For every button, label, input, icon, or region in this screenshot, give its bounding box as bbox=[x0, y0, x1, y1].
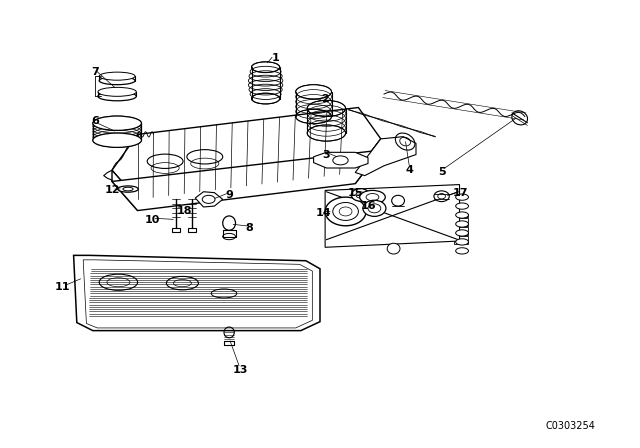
Polygon shape bbox=[355, 137, 416, 176]
Text: C0303254: C0303254 bbox=[545, 421, 595, 431]
Ellipse shape bbox=[456, 248, 468, 254]
Text: 16: 16 bbox=[360, 201, 376, 211]
Ellipse shape bbox=[93, 116, 141, 130]
Bar bbox=[454, 227, 468, 231]
Polygon shape bbox=[112, 108, 381, 199]
Ellipse shape bbox=[456, 212, 468, 218]
Bar bbox=[138, 279, 163, 287]
Bar bbox=[170, 131, 181, 137]
Bar bbox=[198, 281, 216, 288]
Text: 10: 10 bbox=[145, 215, 160, 224]
Text: 7: 7 bbox=[91, 67, 99, 77]
Ellipse shape bbox=[387, 243, 400, 254]
Text: 13: 13 bbox=[232, 365, 248, 375]
Text: 2: 2 bbox=[321, 94, 329, 103]
Text: 9: 9 bbox=[225, 190, 233, 200]
Ellipse shape bbox=[456, 203, 468, 209]
Text: 15: 15 bbox=[348, 188, 363, 198]
Ellipse shape bbox=[118, 186, 138, 192]
Text: 12: 12 bbox=[104, 185, 120, 195]
Polygon shape bbox=[195, 192, 223, 207]
Ellipse shape bbox=[456, 194, 468, 200]
Ellipse shape bbox=[98, 87, 136, 96]
Text: 4: 4 bbox=[406, 165, 413, 175]
Polygon shape bbox=[112, 170, 138, 211]
Polygon shape bbox=[355, 139, 381, 184]
Ellipse shape bbox=[93, 133, 141, 147]
Ellipse shape bbox=[99, 77, 135, 85]
Text: 5: 5 bbox=[438, 168, 445, 177]
Bar bbox=[454, 241, 468, 244]
Bar bbox=[454, 214, 468, 217]
Ellipse shape bbox=[351, 189, 369, 201]
Polygon shape bbox=[112, 150, 381, 211]
Ellipse shape bbox=[363, 200, 386, 216]
Bar bbox=[454, 218, 468, 222]
Text: 11: 11 bbox=[55, 282, 70, 292]
Ellipse shape bbox=[392, 195, 404, 206]
Text: 18: 18 bbox=[177, 206, 192, 215]
Bar bbox=[454, 236, 468, 240]
Text: 3: 3 bbox=[323, 150, 330, 159]
Bar bbox=[454, 232, 468, 235]
Ellipse shape bbox=[456, 230, 468, 236]
Ellipse shape bbox=[99, 72, 135, 80]
Bar bbox=[188, 228, 196, 232]
Ellipse shape bbox=[434, 191, 449, 202]
Text: 1: 1 bbox=[271, 53, 279, 63]
Ellipse shape bbox=[456, 239, 468, 245]
Bar bbox=[211, 129, 223, 134]
Ellipse shape bbox=[456, 221, 468, 227]
Polygon shape bbox=[74, 255, 320, 331]
Ellipse shape bbox=[360, 190, 385, 204]
Text: 17: 17 bbox=[453, 188, 468, 198]
Polygon shape bbox=[314, 152, 368, 168]
Bar bbox=[454, 223, 468, 226]
Ellipse shape bbox=[223, 216, 236, 230]
Text: 6: 6 bbox=[91, 116, 99, 126]
Ellipse shape bbox=[325, 197, 366, 226]
Ellipse shape bbox=[98, 92, 136, 101]
Text: 14: 14 bbox=[316, 208, 331, 218]
Polygon shape bbox=[325, 185, 460, 247]
Text: 8: 8 bbox=[246, 224, 253, 233]
Bar bbox=[172, 228, 180, 232]
Bar bbox=[86, 291, 304, 316]
